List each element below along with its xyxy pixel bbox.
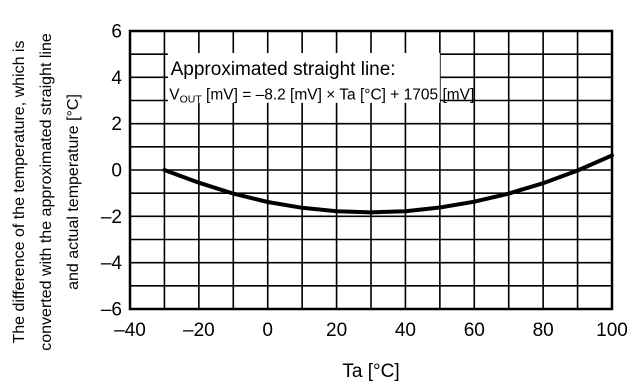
x-tick-label: 20 xyxy=(326,320,347,341)
y-tick-label: –2 xyxy=(101,207,122,228)
x-tick-label: –40 xyxy=(114,320,146,341)
y-axis-label-line: converted with the approximated straight… xyxy=(38,33,55,351)
annotation-background xyxy=(167,53,440,103)
x-tick-label: 80 xyxy=(533,320,554,341)
y-tick-labels: –6 –4 –2 0 2 4 6 xyxy=(101,22,123,321)
x-axis-label: Ta [°C] xyxy=(342,361,399,382)
y-tick-label: 2 xyxy=(111,114,122,135)
annotation-formula-subscript: OUT xyxy=(180,93,203,105)
y-tick-label: 0 xyxy=(111,161,122,182)
x-tick-label: 60 xyxy=(464,320,485,341)
x-tick-label: 0 xyxy=(262,320,273,341)
y-tick-label: 4 xyxy=(111,68,122,89)
y-axis-label-line: The difference of the temperature, which… xyxy=(11,41,28,344)
y-tick-label: –6 xyxy=(101,300,122,321)
series-group xyxy=(162,153,614,215)
annotation-line-1: Approximated straight line: xyxy=(171,59,396,80)
y-axis-label-line: and actual temperature [°C] xyxy=(65,94,82,290)
y-tick-label: 6 xyxy=(111,22,122,43)
annotation-formula-prefix: V xyxy=(169,86,180,103)
y-tick-label: –4 xyxy=(101,253,123,274)
annotation-line-2: VOUT [mV] = –8.2 [mV] × Ta [°C] + 1705 [… xyxy=(169,86,474,105)
series-line xyxy=(162,153,614,215)
x-tick-label: –20 xyxy=(183,320,215,341)
x-tick-label: 40 xyxy=(395,320,416,341)
x-tick-labels: –40 –20 0 20 40 60 80 100 xyxy=(114,320,628,341)
annotation-box: Approximated straight line: VOUT [mV] = … xyxy=(167,53,474,105)
x-tick-label: 100 xyxy=(596,320,628,341)
y-axis-label: The difference of the temperature, which… xyxy=(11,33,82,351)
annotation-formula-suffix: [mV] = –8.2 [mV] × Ta [°C] + 1705 [mV] xyxy=(202,86,475,103)
plot-frame xyxy=(128,29,614,311)
